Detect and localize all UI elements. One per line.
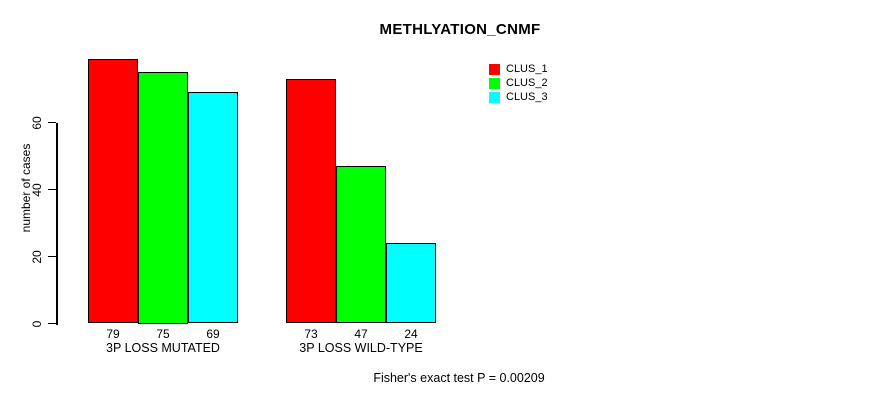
legend-label: CLUS_1 [506, 62, 548, 75]
bar-value-label: 75 [156, 327, 170, 341]
legend-row-clus_3: CLUS_3 [489, 90, 548, 104]
legend: CLUS_1 CLUS_2 CLUS_3 [489, 62, 548, 104]
bar-clus_1-group-1 [88, 58, 138, 324]
y-tick-mark [48, 322, 56, 325]
bar-value-label: 24 [404, 327, 418, 341]
y-tick-label: 0 [30, 320, 44, 327]
y-tick-label: 40 [30, 182, 44, 197]
bar-value-label: 79 [106, 327, 120, 341]
y-tick-mark [48, 188, 56, 191]
legend-swatch-icon-clus_3 [489, 91, 500, 103]
bar-value-label: 47 [354, 327, 368, 341]
bar-clus_3-group-1 [188, 92, 238, 324]
chart-title: METHLYATION_CNMF [379, 21, 541, 38]
legend-row-clus_2: CLUS_2 [489, 76, 548, 90]
bar-clus_2-group-1 [138, 72, 188, 324]
category-label: 3P LOSS WILD-TYPE [299, 341, 423, 355]
bar-clus_1-group-2 [286, 78, 336, 324]
bar-value-label: 69 [206, 327, 220, 341]
legend-swatch-icon-clus_1 [489, 63, 500, 75]
y-tick-mark [48, 121, 56, 124]
legend-label: CLUS_2 [506, 76, 548, 89]
y-tick-label: 20 [30, 249, 44, 264]
bar-clus_2-group-2 [336, 166, 386, 324]
y-tick-label: 60 [30, 115, 44, 130]
bar-value-label: 73 [304, 327, 318, 341]
legend-label: CLUS_3 [506, 90, 548, 103]
fisher-test-annotation: Fisher's exact test P = 0.00209 [373, 371, 545, 385]
y-tick-mark [48, 255, 56, 258]
legend-row-clus_1: CLUS_1 [489, 62, 548, 76]
y-axis-line [56, 122, 58, 325]
bar-clus_3-group-2 [386, 243, 436, 324]
legend-swatch-icon-clus_2 [489, 77, 500, 89]
category-label: 3P LOSS MUTATED [106, 341, 220, 355]
